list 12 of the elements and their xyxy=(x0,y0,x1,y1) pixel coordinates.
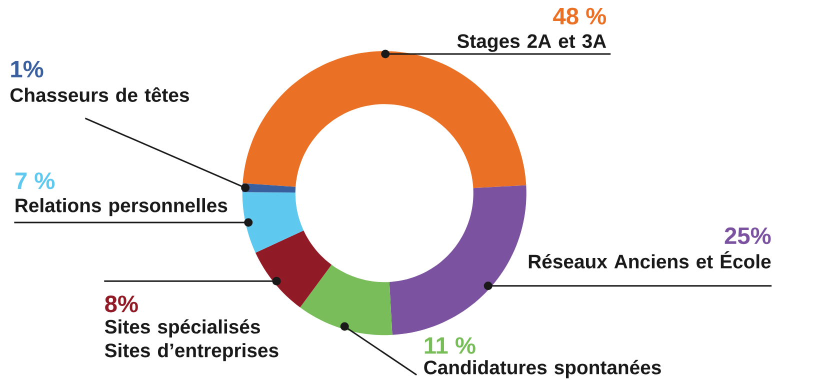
slice-label: Chasseurs de têtes xyxy=(10,88,189,102)
data-label: 1% xyxy=(11,61,44,78)
slice-label: Réseaux Anciens et École xyxy=(528,251,771,269)
data-label: 8% xyxy=(105,296,138,313)
slice-label: Sites spécialisés Sites d’entreprises xyxy=(104,319,278,362)
slice-label: Stages 2A et 3A xyxy=(457,34,606,52)
data-label: 48 % xyxy=(553,8,606,25)
slice-label: Candidatures spontanées xyxy=(424,360,661,378)
data-label: 25% xyxy=(724,228,771,244)
data-label: 11 % xyxy=(424,337,476,354)
slice-label: Relations personnelles xyxy=(16,198,228,216)
data-label: 7 % xyxy=(15,172,55,190)
